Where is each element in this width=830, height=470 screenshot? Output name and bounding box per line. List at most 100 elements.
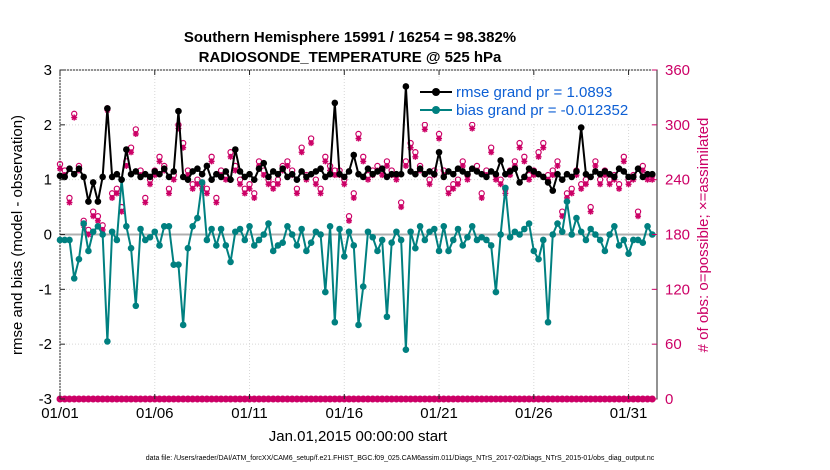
- obs-assimilated-stroke: [464, 176, 471, 183]
- series-point: [288, 170, 296, 178]
- series-point: [615, 242, 623, 249]
- y-right-tick-label: 60: [665, 336, 682, 353]
- obs-assimilated-stroke: [237, 181, 243, 187]
- series-point: [648, 170, 656, 178]
- obs-assimilated-marker: [350, 194, 357, 201]
- series-point: [156, 242, 163, 249]
- y-right-tick-label: 120: [665, 281, 690, 298]
- series-point: [184, 176, 192, 183]
- obs-assimilated-stroke: [71, 114, 77, 121]
- obs-assimilated-marker: [90, 213, 97, 220]
- obs-assimilated-marker: [592, 162, 599, 169]
- series-point: [630, 173, 637, 181]
- series-point: [284, 222, 291, 230]
- obs-assimilated-stroke: [227, 154, 234, 160]
- series-point: [255, 165, 263, 172]
- x-tick-label: 01/01: [41, 405, 79, 422]
- series-point: [412, 170, 419, 178]
- series-point: [483, 236, 490, 244]
- series-point: [250, 176, 258, 183]
- obs-assimilated-stroke: [332, 172, 338, 178]
- obs-assimilated-marker: [426, 181, 433, 188]
- obs-assimilated-stroke: [85, 231, 92, 238]
- series-point: [483, 173, 490, 181]
- series-point: [175, 261, 182, 268]
- series-point: [260, 159, 268, 167]
- series-point: [620, 168, 628, 175]
- obs-assimilated-stroke: [412, 154, 419, 160]
- x-tick-label: 01/16: [326, 405, 364, 422]
- obs-assimilated-stroke: [450, 186, 456, 192]
- obs-assimilated-marker: [549, 172, 556, 179]
- y-left-tick-label: -1: [39, 281, 52, 298]
- obs-assimilated-marker: [620, 158, 627, 165]
- obs-assimilated-marker: [625, 181, 632, 188]
- obs-assimilated-stroke: [251, 195, 257, 201]
- series-point: [260, 231, 268, 238]
- obs-assimilated-marker: [582, 181, 589, 188]
- series-point: [227, 176, 234, 183]
- x-tick-label: 01/06: [136, 405, 174, 422]
- series-point: [388, 170, 395, 178]
- obs-assimilated-marker: [147, 181, 154, 188]
- obs-assimilated-stroke: [526, 176, 532, 183]
- series-point: [492, 170, 500, 178]
- series-point: [208, 176, 215, 183]
- obs-assimilated-stroke: [351, 195, 357, 201]
- series-point: [151, 228, 159, 236]
- obs-assimilated-stroke: [261, 172, 267, 178]
- obs-assimilated-marker: [412, 153, 419, 160]
- obs-assimilated-marker: [312, 181, 319, 188]
- obs-assimilated-stroke: [535, 154, 542, 160]
- obs-assimilated-stroke: [578, 186, 584, 192]
- series-point: [198, 170, 206, 178]
- series-point: [601, 247, 609, 255]
- series-point: [539, 236, 547, 244]
- obs-assimilated-stroke: [635, 213, 641, 219]
- series-point: [435, 148, 443, 156]
- obs-assimilated-stroke: [142, 199, 148, 206]
- series-point: [440, 222, 448, 230]
- series-point: [70, 275, 78, 282]
- series-point: [293, 176, 301, 183]
- obs-assimilated-marker: [128, 149, 135, 156]
- series-point: [644, 222, 651, 230]
- series-point: [345, 168, 353, 175]
- rmse-series: [56, 83, 656, 205]
- legend: rmse grand pr = 1.0893 bias grand pr = -…: [416, 82, 642, 122]
- series-point: [535, 255, 542, 263]
- obs-assimilated-stroke: [213, 199, 220, 206]
- series-point: [89, 179, 97, 186]
- obs-assimilated-marker: [94, 217, 101, 224]
- obs-assimilated-marker: [237, 181, 244, 188]
- series-point: [350, 151, 358, 159]
- series-point: [435, 247, 443, 255]
- series-point: [412, 244, 419, 252]
- series-point: [554, 220, 561, 227]
- obs-assimilated-stroke: [384, 163, 390, 169]
- obs-assimilated-stroke: [398, 204, 404, 210]
- series-point: [568, 173, 576, 181]
- obs-assimilated-marker: [341, 181, 348, 188]
- series-point: [179, 321, 187, 329]
- obs-assimilated-marker: [113, 190, 120, 197]
- x-tick-label: 01/26: [515, 405, 553, 422]
- series-point: [620, 236, 628, 244]
- series-point: [587, 173, 594, 181]
- series-point: [359, 283, 367, 290]
- series-point: [440, 173, 448, 181]
- series-point: [582, 236, 590, 244]
- obs-assimilated-marker: [251, 194, 258, 201]
- obs-assimilated-marker: [156, 158, 163, 165]
- obs-assimilated-marker: [383, 162, 390, 169]
- series-point: [506, 233, 514, 241]
- obs-assimilated-stroke: [569, 190, 575, 197]
- obs-assimilated-marker: [464, 176, 471, 183]
- series-point: [326, 222, 334, 230]
- series-point: [123, 222, 130, 230]
- series-point: [56, 236, 64, 244]
- obs-assimilated-marker: [189, 185, 196, 192]
- series-point: [61, 173, 69, 181]
- obs-assimilated-stroke: [455, 181, 461, 187]
- obs-assimilated-stroke: [208, 158, 215, 165]
